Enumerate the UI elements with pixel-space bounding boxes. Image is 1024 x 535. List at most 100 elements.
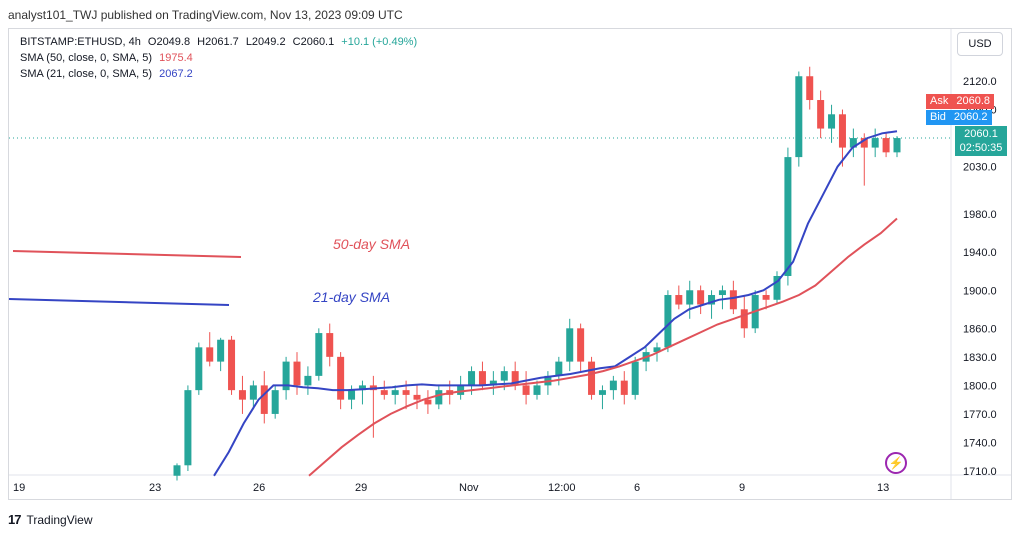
candle-body xyxy=(533,385,541,395)
legend-high: H2061.7 xyxy=(197,36,239,48)
y-tick-label: 1980.0 xyxy=(963,209,997,221)
flash-icon[interactable]: ⚡ xyxy=(885,452,907,474)
sma50-line xyxy=(308,217,898,477)
candle-body xyxy=(500,371,508,381)
x-tick-label: 19 xyxy=(13,482,25,494)
sma21-annotation-line xyxy=(9,298,230,306)
candle-body xyxy=(577,328,585,362)
sma50-annotation: 50-day SMA xyxy=(333,236,411,252)
legend-sma50-label: SMA (50, close, 0, SMA, 5) xyxy=(20,52,153,64)
candle-body xyxy=(413,394,421,400)
y-tick-label: 1710.0 xyxy=(963,466,997,478)
ask-tag: Ask 2060.8 xyxy=(926,94,994,109)
candle-body xyxy=(326,333,334,357)
bid-label: Bid xyxy=(926,110,950,125)
candle-body xyxy=(184,390,192,466)
x-tick-label: 13 xyxy=(877,482,889,494)
ask-label: Ask xyxy=(926,94,953,109)
candle-body xyxy=(260,385,268,414)
chart-frame[interactable]: 1710.0 1740.0 1770.0 1800.0 1830.0 1860.0 1900… xyxy=(8,28,1012,500)
legend-ohlc: BITSTAMP:ETHUSD, 4h O2049.8 H2061.7 L204… xyxy=(20,34,421,50)
legend-sma50-value: 1975.4 xyxy=(159,52,193,64)
sma21-line xyxy=(213,130,898,477)
price-chart[interactable]: 1710.0 1740.0 1770.0 1800.0 1830.0 1860.0 1900… xyxy=(9,29,1011,499)
y-tick-label: 2030.0 xyxy=(963,162,997,174)
candle-body xyxy=(708,295,716,305)
x-tick-label: 9 xyxy=(739,482,745,494)
candle-body xyxy=(795,76,803,158)
candle-body xyxy=(457,385,465,395)
candle-body xyxy=(402,390,410,395)
candle-body xyxy=(675,295,683,305)
candle-body xyxy=(522,385,530,395)
candle-body xyxy=(631,361,639,395)
tradingview-logo-icon: 17 xyxy=(8,512,22,527)
legend-change: +10.1 (+0.49%) xyxy=(341,36,418,48)
y-tick-label: 1740.0 xyxy=(963,437,997,449)
chart-legend: BITSTAMP:ETHUSD, 4h O2049.8 H2061.7 L204… xyxy=(20,34,421,82)
bid-tag: Bid 2060.2 xyxy=(926,110,992,125)
candle-body xyxy=(424,399,432,405)
candle-body xyxy=(871,138,879,148)
candle-body xyxy=(555,361,563,376)
legend-low: L2049.2 xyxy=(245,36,286,48)
candle-body xyxy=(358,385,366,391)
candle-body xyxy=(468,371,476,386)
y-tick-label: 1940.0 xyxy=(963,247,997,259)
candle-body xyxy=(806,76,814,101)
candle-body xyxy=(882,138,890,153)
candle-body xyxy=(697,290,705,305)
sma21-annotation: 21-day SMA xyxy=(313,289,391,305)
candle-body xyxy=(566,328,574,362)
candle-body xyxy=(849,138,857,148)
candle-body xyxy=(817,100,825,129)
x-tick-label: 12:00 xyxy=(548,482,576,494)
y-tick-label: 1770.0 xyxy=(963,409,997,421)
candle-body xyxy=(686,290,694,305)
y-tick-label: 1830.0 xyxy=(963,352,997,364)
x-tick-label: 6 xyxy=(634,482,640,494)
candle-body xyxy=(653,347,661,353)
currency-button[interactable]: USD xyxy=(957,32,1003,56)
candle-body xyxy=(784,157,792,276)
candle-body xyxy=(773,276,781,300)
legend-close: C2060.1 xyxy=(292,36,335,48)
x-tick-label: 29 xyxy=(355,482,367,494)
bar-countdown: 02:50:35 xyxy=(959,142,1003,154)
current-price-tag: 2060.1 02:50:35 xyxy=(955,126,1007,156)
x-tick-label: 26 xyxy=(253,482,265,494)
candle-body xyxy=(348,390,356,400)
legend-symbol: BITSTAMP:ETHUSD, 4h xyxy=(20,36,141,48)
candle-body xyxy=(893,138,901,153)
legend-open: O2049.8 xyxy=(147,36,191,48)
candle-body xyxy=(838,114,846,148)
legend-sma21: SMA (21, close, 0, SMA, 5) 2067.2 xyxy=(20,66,421,82)
candle-body xyxy=(718,290,726,296)
footer-brand: TradingView xyxy=(26,512,93,527)
candle-body xyxy=(588,361,596,395)
y-tick-label: 1800.0 xyxy=(963,380,997,392)
candle-body xyxy=(337,356,345,400)
candle-body xyxy=(620,380,628,395)
x-tick-label: 23 xyxy=(149,482,161,494)
candle-body xyxy=(293,361,301,386)
sma50-annotation-line xyxy=(12,250,242,258)
candle-body xyxy=(304,375,312,386)
candle-body xyxy=(173,465,181,476)
candle-body xyxy=(609,380,617,391)
candle-body xyxy=(238,390,246,400)
candle-body xyxy=(435,390,443,405)
bid-value: 2060.2 xyxy=(949,110,992,125)
ask-value: 2060.8 xyxy=(952,94,994,109)
x-tick-label: Nov xyxy=(459,482,479,494)
candle-body xyxy=(391,390,399,395)
y-tick-label: 2120.0 xyxy=(963,76,997,88)
candle-body xyxy=(217,339,225,362)
candle-body xyxy=(195,347,203,391)
publish-info: analyst101_TWJ published on TradingView.… xyxy=(8,8,403,22)
candle-body xyxy=(598,390,606,395)
candle-body xyxy=(271,390,279,414)
candle-body xyxy=(729,290,737,310)
candle-body xyxy=(740,309,748,329)
footer: 17 TradingView xyxy=(8,512,93,527)
